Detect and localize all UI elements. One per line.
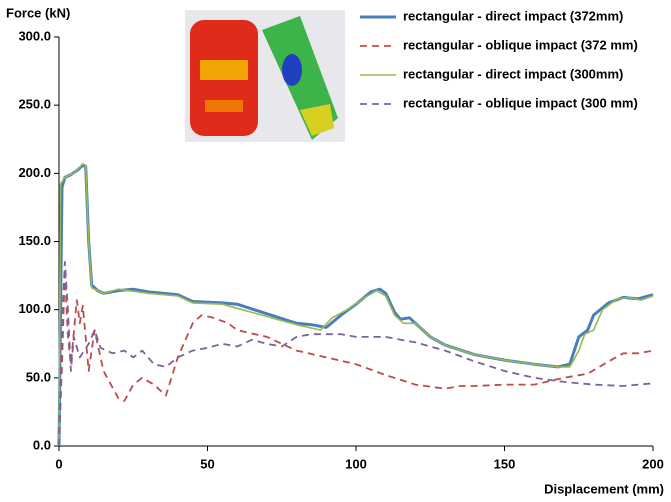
- series-line: [59, 269, 653, 446]
- y-tick-label: 100.0: [18, 301, 51, 316]
- series-line: [59, 262, 653, 446]
- x-tick-label: 0: [55, 456, 62, 471]
- inset-detail: [205, 100, 243, 112]
- x-tick-label: 50: [200, 456, 214, 471]
- inset-detail: [282, 54, 302, 86]
- y-tick-label: 300.0: [18, 28, 51, 43]
- y-tick-label: 0.0: [33, 437, 51, 452]
- x-axis-label: Displacement (mm): [544, 481, 664, 496]
- legend-label: rectangular - direct impact (372mm): [403, 8, 623, 23]
- y-tick-label: 200.0: [18, 165, 51, 180]
- series-line: [59, 165, 653, 446]
- inset-detail: [200, 60, 248, 80]
- legend-label: rectangular - oblique impact (372 mm): [403, 37, 638, 52]
- y-tick-label: 50.0: [26, 369, 51, 384]
- legend-label: rectangular - direct impact (300mm): [403, 66, 623, 81]
- inset-image: [185, 10, 345, 142]
- x-tick-label: 200: [642, 456, 664, 471]
- x-tick-label: 150: [494, 456, 516, 471]
- legend-label: rectangular - oblique impact (300 mm): [403, 95, 638, 110]
- x-tick-label: 100: [345, 456, 367, 471]
- y-tick-label: 250.0: [18, 97, 51, 112]
- chart: Force (kN) Displacement (mm) 0.0 50.0 100.…: [0, 0, 671, 502]
- y-tick-label: 150.0: [18, 233, 51, 248]
- y-axis-label: Force (kN): [6, 5, 70, 20]
